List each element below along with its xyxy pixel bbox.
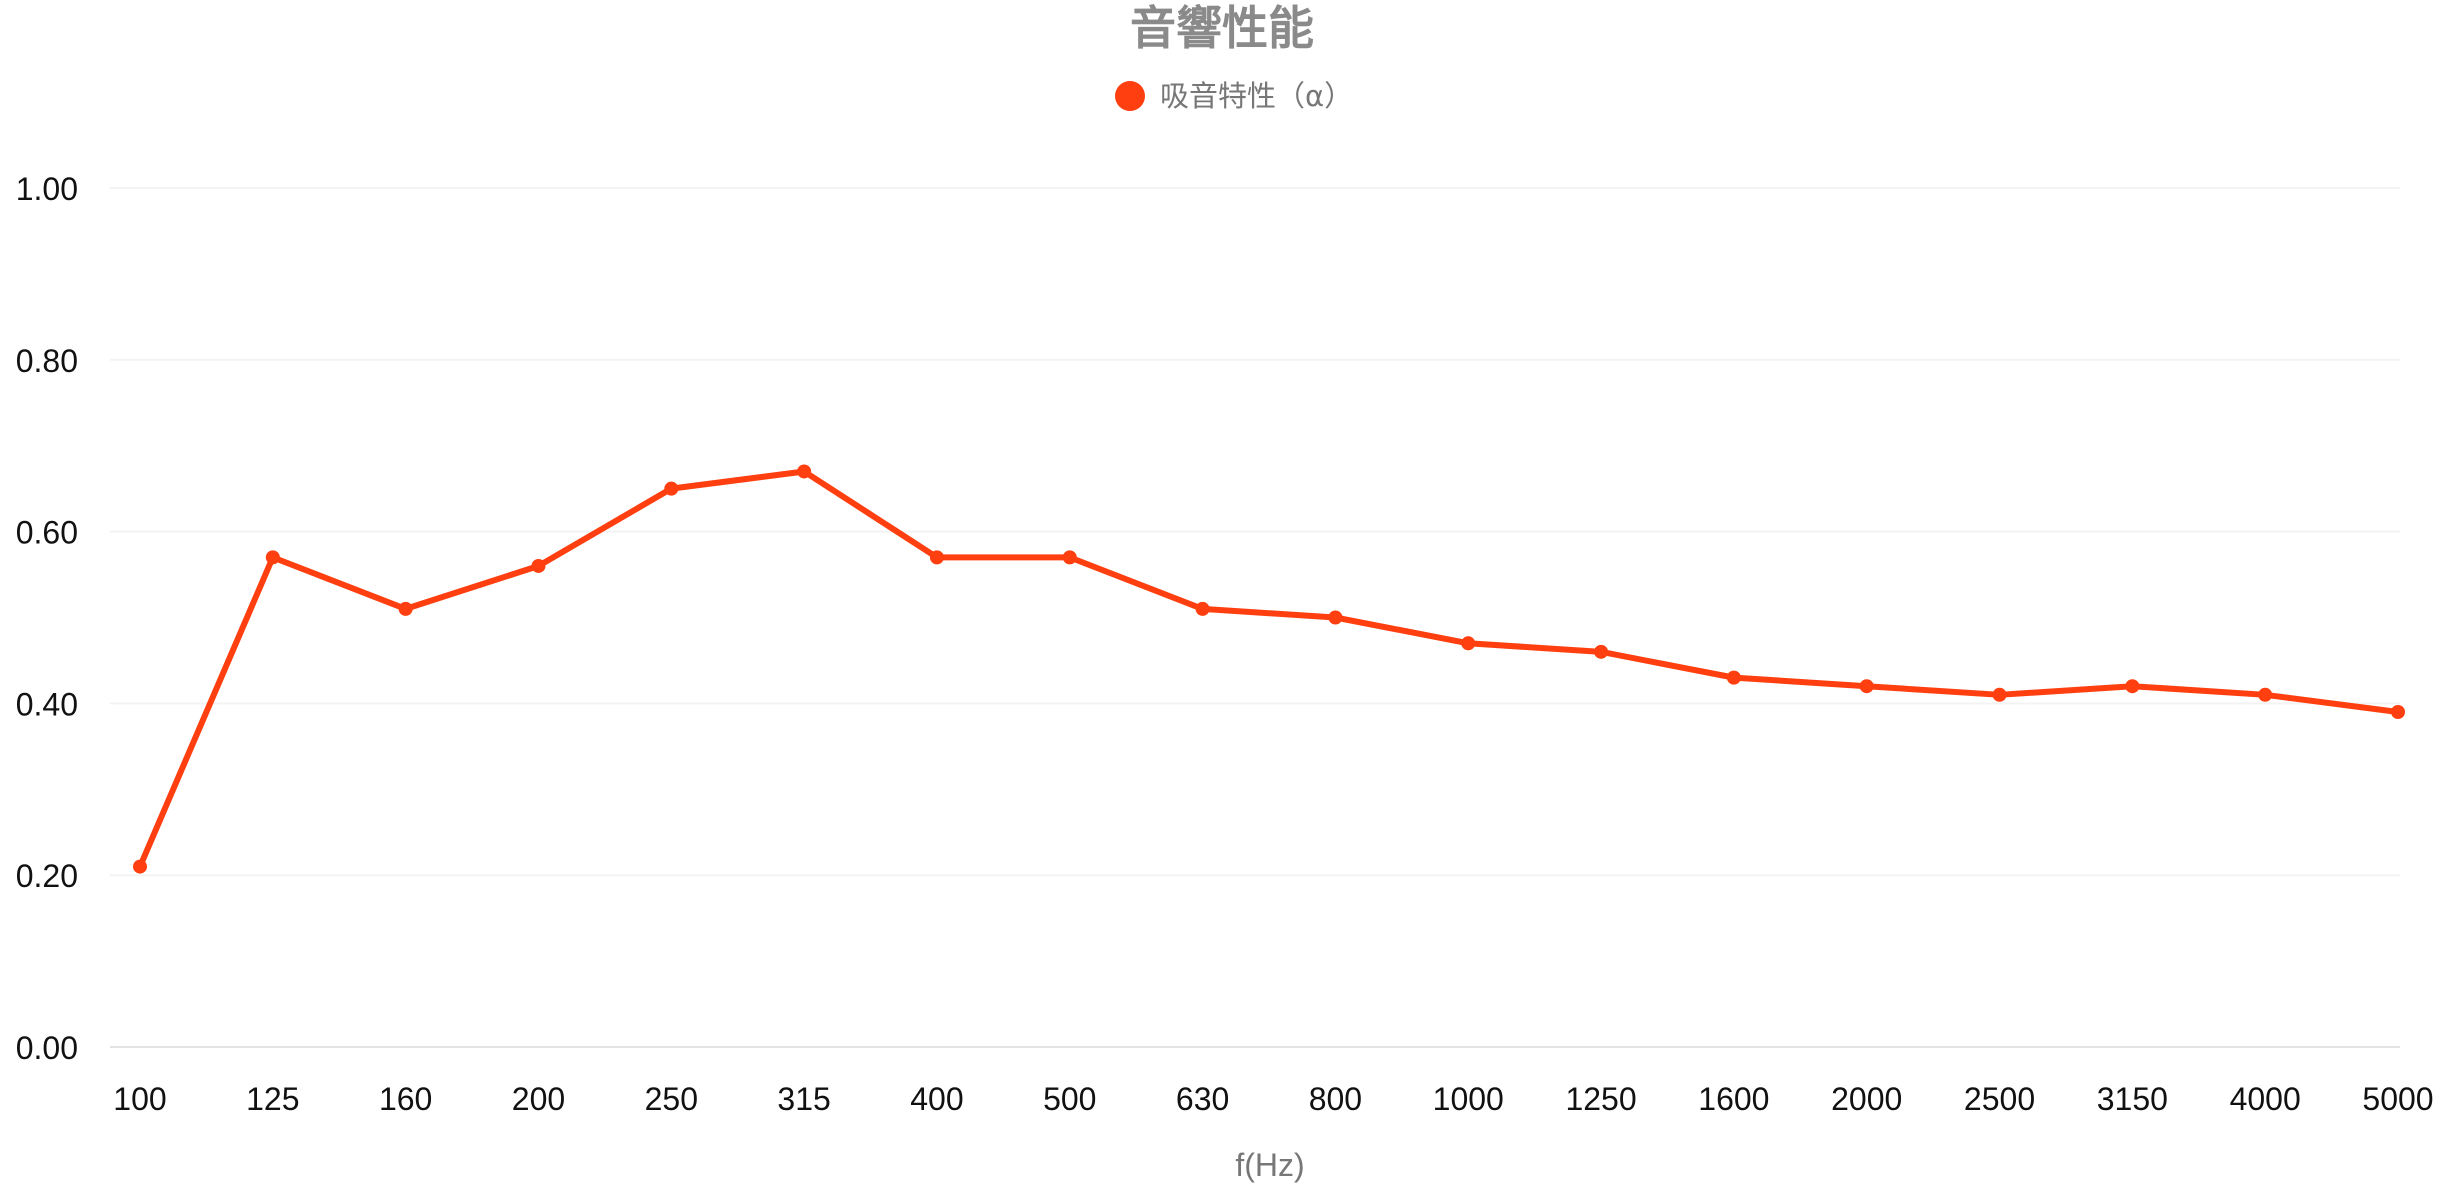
data-point[interactable] bbox=[398, 601, 413, 616]
data-point[interactable] bbox=[664, 481, 679, 496]
x-tick-label: 100 bbox=[113, 1081, 166, 1117]
data-point[interactable] bbox=[1594, 644, 1609, 659]
y-tick-label: 1.00 bbox=[16, 171, 78, 207]
x-tick-label: 1000 bbox=[1433, 1081, 1504, 1117]
series-points[interactable] bbox=[133, 464, 2405, 874]
x-tick-label: 500 bbox=[1043, 1081, 1096, 1117]
x-tick-label: 400 bbox=[910, 1081, 963, 1117]
data-point[interactable] bbox=[929, 550, 944, 565]
x-tick-label: 1250 bbox=[1565, 1081, 1636, 1117]
x-tick-label: 200 bbox=[512, 1081, 565, 1117]
legend-label: 吸音特性（α） bbox=[1160, 79, 1353, 113]
x-tick-label: 630 bbox=[1176, 1081, 1229, 1117]
data-point[interactable] bbox=[2391, 704, 2405, 719]
data-point[interactable] bbox=[2258, 687, 2273, 702]
x-axis-ticks: 100 125 160 200 250 315 400 500 630 800 1000 1250 16… bbox=[113, 1081, 2433, 1117]
y-tick-label: 0.40 bbox=[16, 686, 78, 722]
x-tick-label: 315 bbox=[777, 1081, 830, 1117]
x-tick-label: 160 bbox=[379, 1081, 432, 1117]
data-point[interactable] bbox=[1062, 550, 1077, 565]
data-point[interactable] bbox=[265, 550, 280, 565]
data-point[interactable] bbox=[2125, 679, 2140, 694]
y-tick-label: 0.20 bbox=[16, 858, 78, 894]
data-point[interactable] bbox=[1328, 610, 1343, 625]
data-point[interactable] bbox=[1992, 687, 2007, 702]
x-tick-label: 125 bbox=[246, 1081, 299, 1117]
series-line-group bbox=[137, 468, 2401, 870]
x-tick-label: 1600 bbox=[1698, 1081, 1769, 1117]
data-point[interactable] bbox=[1461, 636, 1476, 651]
data-point[interactable] bbox=[1859, 679, 1874, 694]
x-tick-label: 250 bbox=[645, 1081, 698, 1117]
y-axis-ticks: 0.00 0.20 0.40 0.60 0.80 1.00 bbox=[16, 171, 78, 1066]
data-point[interactable] bbox=[133, 859, 147, 874]
y-tick-label: 0.80 bbox=[16, 343, 78, 379]
chart-title: 音響性能 bbox=[1130, 1, 1314, 55]
legend-marker-icon bbox=[1115, 81, 1145, 111]
legend[interactable]: 吸音特性（α） bbox=[1115, 79, 1353, 113]
x-tick-label: 4000 bbox=[2230, 1081, 2301, 1117]
y-tick-label: 0.00 bbox=[16, 1030, 78, 1066]
x-axis-title: f(Hz) bbox=[1235, 1147, 1304, 1183]
x-tick-label: 2500 bbox=[1964, 1081, 2035, 1117]
data-point[interactable] bbox=[1726, 670, 1741, 685]
x-tick-label: 5000 bbox=[2362, 1081, 2433, 1117]
y-tick-label: 0.60 bbox=[16, 515, 78, 551]
data-point[interactable] bbox=[797, 464, 812, 479]
x-tick-label: 3150 bbox=[2097, 1081, 2168, 1117]
series-line bbox=[137, 468, 2401, 870]
grid-lines bbox=[110, 187, 2400, 1048]
data-point[interactable] bbox=[531, 558, 546, 573]
data-point[interactable] bbox=[1195, 601, 1210, 616]
x-tick-label: 2000 bbox=[1831, 1081, 1902, 1117]
x-tick-label: 800 bbox=[1309, 1081, 1362, 1117]
